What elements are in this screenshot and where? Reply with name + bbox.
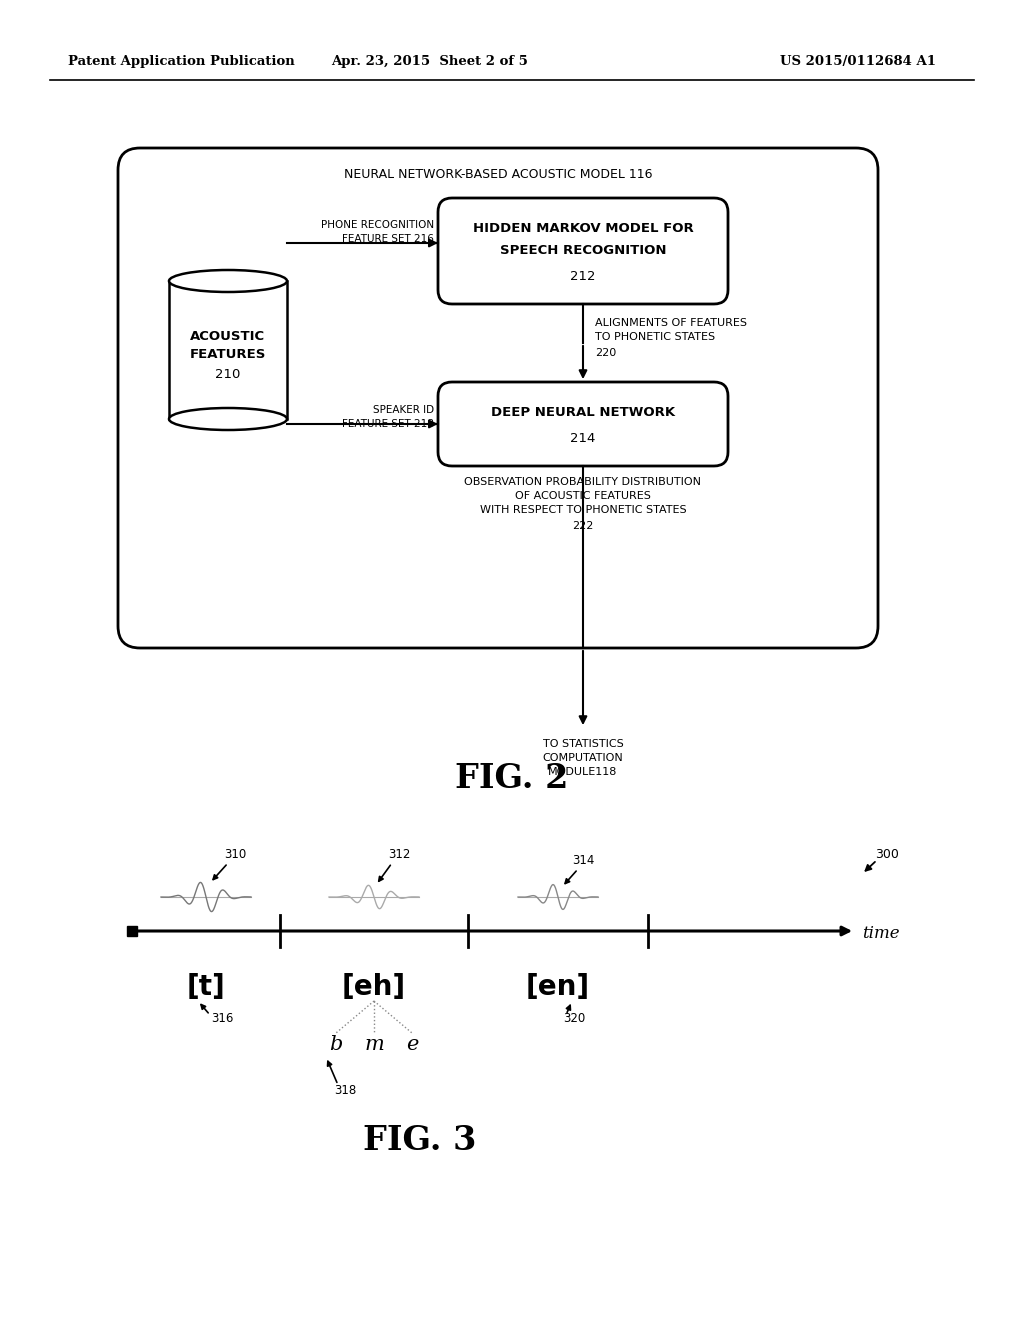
- Text: 220: 220: [595, 348, 616, 358]
- Text: [t]: [t]: [186, 973, 225, 1001]
- Text: 222: 222: [572, 521, 594, 531]
- Text: TO STATISTICS: TO STATISTICS: [543, 739, 624, 748]
- Text: 214: 214: [570, 432, 596, 445]
- Text: e: e: [406, 1035, 418, 1055]
- Text: 300: 300: [874, 847, 899, 861]
- Text: Patent Application Publication: Patent Application Publication: [68, 55, 295, 69]
- Text: NEURAL NETWORK-BASED ACOUSTIC MODEL 116: NEURAL NETWORK-BASED ACOUSTIC MODEL 116: [344, 168, 652, 181]
- Text: MODULE118: MODULE118: [548, 767, 617, 777]
- Text: 314: 314: [572, 854, 594, 867]
- Text: FIG. 2: FIG. 2: [456, 762, 568, 795]
- Text: SPEECH RECOGNITION: SPEECH RECOGNITION: [500, 243, 667, 256]
- Text: 210: 210: [215, 367, 241, 380]
- Text: COMPUTATION: COMPUTATION: [543, 752, 624, 763]
- Text: SPEAKER ID: SPEAKER ID: [373, 405, 434, 414]
- Text: OF ACOUSTIC FEATURES: OF ACOUSTIC FEATURES: [515, 491, 651, 502]
- Text: Apr. 23, 2015  Sheet 2 of 5: Apr. 23, 2015 Sheet 2 of 5: [332, 55, 528, 69]
- Text: 320: 320: [563, 1012, 586, 1026]
- Text: FEATURE SET 218: FEATURE SET 218: [342, 418, 434, 429]
- Text: US 2015/0112684 A1: US 2015/0112684 A1: [780, 55, 936, 69]
- Text: [en]: [en]: [526, 973, 590, 1001]
- Text: 310: 310: [224, 849, 246, 862]
- FancyBboxPatch shape: [118, 148, 878, 648]
- Text: ALIGNMENTS OF FEATURES: ALIGNMENTS OF FEATURES: [595, 318, 746, 327]
- Text: [eh]: [eh]: [342, 973, 407, 1001]
- Ellipse shape: [169, 271, 287, 292]
- Text: 312: 312: [388, 849, 411, 862]
- Text: 212: 212: [570, 269, 596, 282]
- Text: b: b: [330, 1035, 343, 1055]
- Text: PHONE RECOGNITION: PHONE RECOGNITION: [321, 220, 434, 230]
- Text: FEATURE SET 216: FEATURE SET 216: [342, 234, 434, 244]
- Ellipse shape: [169, 408, 287, 430]
- Text: OBSERVATION PROBABILITY DISTRIBUTION: OBSERVATION PROBABILITY DISTRIBUTION: [465, 477, 701, 487]
- FancyBboxPatch shape: [438, 381, 728, 466]
- Text: HIDDEN MARKOV MODEL FOR: HIDDEN MARKOV MODEL FOR: [473, 222, 693, 235]
- Text: FEATURES: FEATURES: [189, 347, 266, 360]
- Bar: [169, 281, 287, 418]
- Text: 318: 318: [334, 1085, 356, 1097]
- Text: time: time: [862, 924, 900, 941]
- Text: FIG. 3: FIG. 3: [364, 1125, 477, 1158]
- Text: ACOUSTIC: ACOUSTIC: [190, 330, 265, 342]
- Text: 316: 316: [211, 1012, 233, 1026]
- FancyBboxPatch shape: [438, 198, 728, 304]
- Text: WITH RESPECT TO PHONETIC STATES: WITH RESPECT TO PHONETIC STATES: [479, 506, 686, 515]
- Text: TO PHONETIC STATES: TO PHONETIC STATES: [595, 333, 715, 342]
- Text: m: m: [365, 1035, 384, 1055]
- Text: DEEP NEURAL NETWORK: DEEP NEURAL NETWORK: [490, 405, 675, 418]
